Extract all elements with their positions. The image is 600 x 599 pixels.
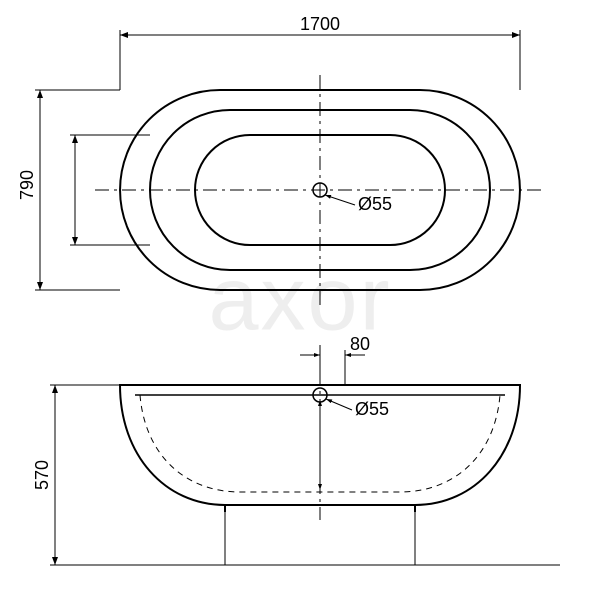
drain-label-top: Ø55 — [358, 194, 392, 214]
baseline — [50, 505, 560, 565]
dim-height-570: 570 — [32, 385, 120, 565]
technical-drawing: Ø55 1700 790 Ø55 — [0, 0, 600, 599]
drain-label-side: Ø55 — [355, 399, 389, 419]
dim-width-label: 1700 — [300, 14, 340, 34]
dim-570-label: 570 — [32, 460, 52, 490]
dim-inner-extensions — [70, 135, 150, 245]
dim-height-label: 790 — [17, 170, 37, 200]
dim-offset-80: 80 — [300, 334, 370, 385]
top-view: Ø55 — [95, 75, 545, 305]
dim-offset-label: 80 — [350, 334, 370, 354]
